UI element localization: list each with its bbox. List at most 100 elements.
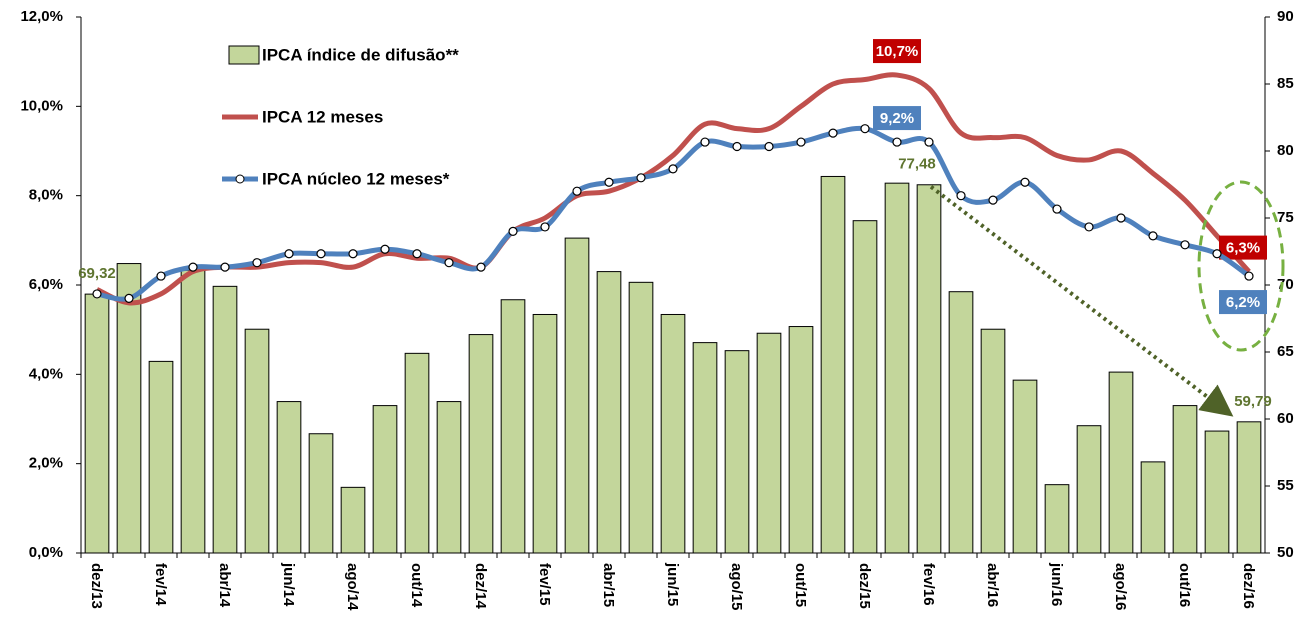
x-tick-label: jun/15: [664, 562, 681, 606]
bar: [1076, 425, 1102, 554]
bar: [1172, 405, 1198, 554]
marker: [604, 177, 614, 187]
marker: [572, 186, 582, 196]
marker: [1052, 204, 1062, 214]
bar: [500, 299, 526, 554]
bar: [1044, 484, 1070, 554]
x-tick-label: out/16: [1176, 563, 1193, 607]
bar: [340, 486, 366, 554]
y2-tick-label: 70: [1277, 276, 1294, 293]
y-tick-label: 12,0%: [20, 8, 63, 25]
y-tick-label: 10,0%: [20, 97, 63, 114]
marker: [956, 191, 966, 201]
y-tick-label: 4,0%: [29, 365, 63, 382]
marker: [892, 137, 902, 147]
y2-tick-label: 50: [1277, 544, 1294, 561]
data-label-text: 6,3%: [1226, 240, 1260, 257]
marker: [124, 293, 134, 303]
marker: [220, 262, 230, 272]
bar: [660, 313, 686, 554]
bar: [756, 332, 782, 554]
marker: [92, 289, 102, 299]
bar: [692, 342, 718, 554]
bar: [724, 350, 750, 554]
x-tick-label: fev/16: [920, 563, 937, 606]
bar: [308, 433, 334, 554]
x-tick-label: dez/15: [856, 563, 873, 609]
marker: [348, 249, 358, 259]
x-tick-label: jun/14: [280, 562, 297, 607]
highlight-ellipse: [1197, 180, 1285, 352]
bar: [980, 328, 1006, 554]
marker: [284, 249, 294, 259]
bar: [1140, 461, 1166, 554]
bar: [564, 237, 590, 554]
bar: [884, 182, 910, 554]
legend-label: IPCA núcleo 12 meses*: [262, 169, 450, 188]
data-label-box: [1219, 235, 1267, 260]
marker: [700, 137, 710, 147]
marker: [860, 124, 870, 134]
marker: [828, 128, 838, 138]
x-tick-label: fev/15: [536, 563, 553, 606]
data-label-box: [1219, 290, 1267, 315]
x-tick-label: abr/14: [216, 563, 233, 608]
marker: [444, 258, 454, 268]
marker: [540, 222, 550, 232]
marker: [636, 173, 646, 183]
legend-label: IPCA índice de difusão**: [262, 45, 459, 64]
legend-item: IPCA 12 meses: [222, 107, 383, 126]
x-tick-label: dez/14: [472, 563, 489, 610]
x-tick-label: out/14: [408, 563, 425, 608]
legend-marker: [235, 174, 245, 184]
x-tick-label: ago/14: [344, 563, 361, 611]
marker: [1084, 222, 1094, 232]
y2-tick-label: 90: [1277, 8, 1294, 25]
bar: [436, 401, 462, 554]
line: [95, 72, 1251, 306]
bar: [948, 291, 974, 554]
marker: [316, 249, 326, 259]
marker: [668, 164, 678, 174]
marker: [412, 249, 422, 259]
data-label-box: [873, 39, 921, 64]
marker: [1020, 177, 1030, 187]
y-tick-label: 6,0%: [29, 276, 63, 293]
trend-arrow: [929, 185, 1234, 417]
y2-tick-label: 80: [1277, 142, 1294, 159]
x-tick-label: out/15: [792, 563, 809, 607]
data-label: 6,3%: [1219, 235, 1267, 260]
bar: [212, 285, 238, 554]
data-label: 9,2%: [873, 106, 921, 131]
x-tick-label: abr/16: [984, 563, 1001, 607]
data-label-text: 10,7%: [876, 43, 919, 60]
bar: [788, 326, 814, 554]
bar: [276, 401, 302, 554]
bar: [1204, 430, 1230, 554]
marker: [1212, 249, 1222, 259]
legend-label: IPCA 12 meses: [262, 107, 383, 126]
marker: [924, 137, 934, 147]
y2-tick-label: 65: [1277, 343, 1294, 360]
bar: [1012, 379, 1038, 554]
bar: [468, 334, 494, 554]
marker: [988, 195, 998, 205]
bar-label: 69,32: [78, 265, 116, 282]
legend-swatch: [228, 45, 260, 65]
y-tick-label: 8,0%: [29, 187, 63, 204]
bar: [244, 328, 270, 554]
data-label: 10,7%: [873, 39, 921, 64]
marker: [508, 226, 518, 236]
marker: [796, 137, 806, 147]
marker: [764, 141, 774, 152]
y-tick-label: 0,0%: [29, 544, 63, 561]
x-tick-label: dez/16: [1240, 563, 1257, 609]
bar-label: 77,48: [898, 156, 936, 173]
marker: [732, 141, 742, 152]
bar: [852, 220, 878, 554]
bar: [1236, 421, 1262, 554]
bar: [628, 281, 654, 554]
legend-item: IPCA índice de difusão**: [228, 45, 459, 65]
y2-tick-label: 85: [1277, 75, 1294, 92]
marker: [380, 244, 390, 254]
